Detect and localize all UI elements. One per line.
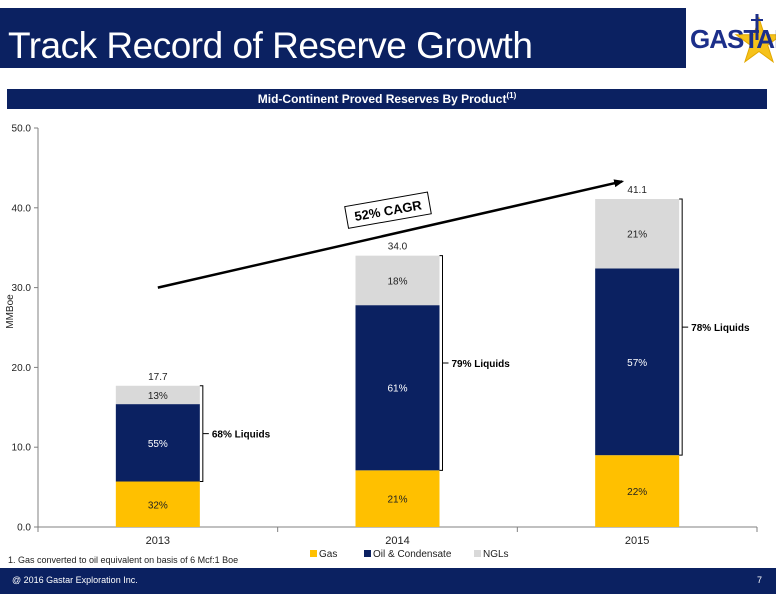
bar-gas-2015 [595, 455, 680, 527]
cagr-badge: 52% CAGR [344, 191, 432, 229]
copyright-text: @ 2016 Gastar Exploration Inc. [12, 575, 138, 585]
reserves-bar-chart: 0.0 10.0 20.0 30.0 40.0 50.0 MMBoe 32% 55% 13% 17… [5, 124, 758, 560]
bar-ngls-2013 [115, 385, 200, 405]
y-axis-label: MMBoe [5, 294, 16, 329]
chart-subtitle-bar: Mid-Continent Proved Reserves By Product… [7, 89, 767, 109]
page-number: 7 [756, 575, 762, 585]
title-bar: Track Record of Reserve Growth [0, 8, 686, 68]
bar-data-label: 13% [148, 391, 168, 402]
liquids-bracket [679, 198, 689, 456]
footnote: 1. Gas converted to oil equivalent on ba… [8, 555, 239, 565]
legend-swatch [364, 550, 371, 557]
bar-ngls-2014 [355, 255, 440, 306]
bar-gas-2013 [115, 481, 200, 527]
bar-total-label: 17.7 [148, 372, 168, 383]
bar-data-label: 55% [148, 439, 168, 450]
bar-oil-condensate-2013 [115, 404, 200, 482]
legend-label: Oil & Condensate [373, 549, 452, 560]
liquids-bracket [199, 385, 209, 483]
page-title: Track Record of Reserve Growth [8, 25, 533, 66]
cagr-box [344, 191, 432, 229]
bar-total-label: 41.1 [627, 185, 647, 196]
cagr-trend-arrow [157, 179, 625, 289]
legend-label: Gas [319, 549, 337, 560]
legend-swatch [310, 550, 317, 557]
bar-data-label: 22% [627, 487, 647, 498]
y-tick-label: 30.0 [12, 283, 32, 294]
star-icon [734, 14, 776, 64]
x-tick-label: 2014 [385, 535, 409, 547]
liquids-label: 78% Liquids [691, 323, 750, 334]
bar-oil-condensate-2015 [595, 268, 680, 456]
chart-legend: Gas Oil & Condensate NGLs [310, 549, 509, 560]
chart-bars: 32% 55% 13% 17.7 2013 21% 61% 18% 34.0 2014 22% 57%… [115, 185, 680, 547]
y-tick-label: 50.0 [12, 124, 32, 135]
legend-swatch [474, 550, 481, 557]
bar-data-label: 18% [387, 276, 407, 287]
liquids-label: 79% Liquids [452, 359, 511, 370]
bar-data-label: 61% [387, 384, 407, 395]
logo-text: GASTAR [690, 24, 776, 54]
footnote-marker: (1) [506, 91, 517, 100]
legend-label: NGLs [483, 549, 509, 560]
x-tick-label: 2015 [625, 535, 649, 547]
bar-data-label: 21% [387, 495, 407, 506]
y-tick-label: 0.0 [17, 523, 31, 534]
bar-data-label: 32% [148, 500, 168, 511]
bar-data-label: 57% [627, 358, 647, 369]
gastar-logo: GASTAR [686, 4, 776, 74]
liquids-label: 68% Liquids [212, 430, 271, 441]
y-tick-label: 40.0 [12, 203, 32, 214]
bar-gas-2014 [355, 470, 440, 527]
header: Track Record of Reserve Growth GASTAR [0, 0, 776, 72]
bar-data-label: 21% [627, 230, 647, 241]
liquids-bracket [439, 255, 449, 471]
bar-ngls-2015 [595, 199, 680, 269]
bar-oil-condensate-2014 [355, 305, 440, 471]
footer-bar: @ 2016 Gastar Exploration Inc. 7 [0, 568, 776, 594]
y-tick-label: 10.0 [12, 443, 32, 454]
x-tick-label: 2013 [146, 535, 170, 547]
bar-total-label: 34.0 [388, 242, 408, 253]
chart-subtitle: Mid-Continent Proved Reserves By Product… [7, 89, 767, 109]
chart-subtitle-text: Mid-Continent Proved Reserves By Product [257, 92, 507, 106]
y-tick-label: 20.0 [12, 363, 32, 374]
